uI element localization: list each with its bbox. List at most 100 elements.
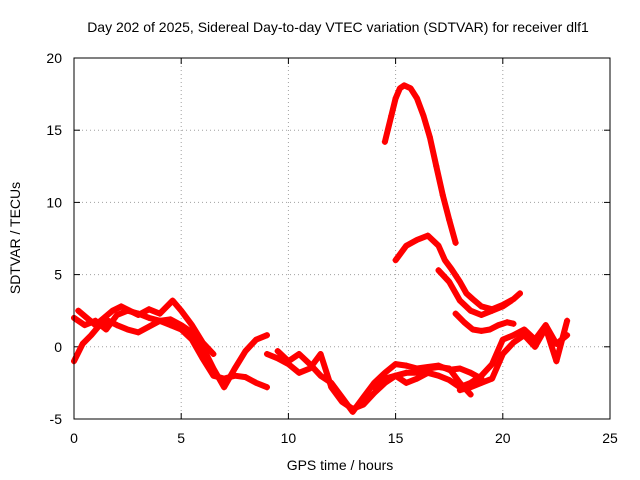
data-point-marker: [489, 375, 496, 382]
data-point-marker: [381, 369, 388, 376]
data-point-marker: [124, 326, 131, 333]
data-point-marker: [199, 355, 206, 362]
series-group: [71, 82, 571, 415]
data-point-marker: [388, 112, 395, 119]
data-point-marker: [486, 326, 493, 333]
data-point-marker: [231, 372, 238, 379]
data-point-marker: [371, 390, 378, 397]
data-point-marker: [456, 365, 463, 372]
data-point-marker: [426, 134, 433, 141]
data-point-marker: [169, 297, 176, 304]
data-point-marker: [467, 391, 474, 398]
data-point-marker: [392, 372, 399, 379]
data-point-marker: [156, 310, 163, 317]
data-point-marker: [441, 257, 448, 264]
data-point-marker: [424, 369, 431, 376]
data-point-marker: [103, 326, 110, 333]
data-point-marker: [452, 310, 459, 317]
x-tick-label: 0: [70, 430, 78, 446]
data-point-marker: [81, 322, 88, 329]
data-point-marker: [381, 375, 388, 382]
data-point-marker: [109, 307, 116, 314]
data-point-marker: [461, 319, 468, 326]
x-tick-label: 5: [177, 430, 185, 446]
data-point-marker: [221, 375, 228, 382]
series-trace: [435, 267, 515, 318]
data-point-marker: [92, 322, 99, 329]
series-track-3: [75, 297, 217, 358]
data-point-marker: [146, 306, 153, 313]
data-point-marker: [446, 216, 453, 223]
data-point-marker: [75, 307, 82, 314]
data-point-marker: [167, 322, 174, 329]
data-point-marker: [508, 297, 515, 304]
data-point-marker: [439, 192, 446, 199]
data-point-marker: [188, 336, 195, 343]
data-point-marker: [414, 375, 421, 382]
data-point-marker: [178, 326, 185, 333]
y-tick-label: 0: [54, 339, 62, 355]
data-point-marker: [178, 307, 185, 314]
data-point-marker: [414, 365, 421, 372]
data-point-marker: [504, 319, 511, 326]
data-point-marker: [448, 265, 455, 272]
data-point-marker: [156, 317, 163, 324]
data-point-marker: [401, 82, 408, 89]
data-point-marker: [242, 348, 249, 355]
data-point-marker: [79, 340, 86, 347]
data-point-marker: [403, 242, 410, 249]
y-axis-label: SDTVAR / TECUs: [7, 182, 23, 294]
x-tick-label: 20: [495, 430, 511, 446]
data-point-marker: [263, 351, 270, 358]
data-point-marker: [221, 384, 228, 391]
data-point-marker: [446, 366, 453, 373]
data-point-marker: [521, 326, 528, 333]
data-point-marker: [489, 361, 496, 368]
data-point-marker: [478, 327, 485, 334]
series-track-4: [263, 351, 474, 412]
data-point-marker: [317, 351, 324, 358]
data-point-marker: [101, 314, 108, 321]
data-point-marker: [210, 372, 217, 379]
data-point-marker: [469, 296, 476, 303]
x-axis-label: GPS time / hours: [287, 457, 394, 473]
data-point-marker: [407, 85, 414, 92]
data-point-marker: [510, 320, 517, 327]
data-point-marker: [403, 379, 410, 386]
data-point-marker: [403, 369, 410, 376]
data-point-marker: [435, 372, 442, 379]
data-point-marker: [521, 332, 528, 339]
data-point-marker: [242, 374, 249, 381]
data-point-marker: [424, 232, 431, 239]
data-point-marker: [306, 361, 313, 368]
series-track-11: [452, 310, 517, 334]
data-point-marker: [489, 307, 496, 314]
data-point-marker: [146, 323, 153, 330]
data-point-marker: [478, 379, 485, 386]
data-point-marker: [381, 138, 388, 145]
data-point-marker: [135, 312, 142, 319]
data-point-marker: [360, 394, 367, 401]
data-point-marker: [467, 384, 474, 391]
data-point-marker: [253, 336, 260, 343]
data-point-marker: [467, 307, 474, 314]
series-track-10: [435, 267, 515, 319]
data-point-marker: [126, 307, 133, 314]
y-tick-label: 5: [54, 267, 62, 283]
data-point-marker: [392, 257, 399, 264]
data-point-marker: [433, 163, 440, 170]
data-point-marker: [392, 95, 399, 102]
data-point-marker: [210, 351, 217, 358]
y-tick-label: -5: [50, 411, 63, 427]
data-point-marker: [188, 322, 195, 329]
series-trace: [71, 317, 270, 391]
data-point-marker: [146, 314, 153, 321]
data-point-marker: [296, 351, 303, 358]
data-point-marker: [452, 239, 459, 246]
data-point-marker: [414, 236, 421, 243]
data-point-marker: [435, 362, 442, 369]
data-point-marker: [435, 267, 442, 274]
data-point-marker: [553, 358, 560, 365]
data-point-marker: [371, 384, 378, 391]
